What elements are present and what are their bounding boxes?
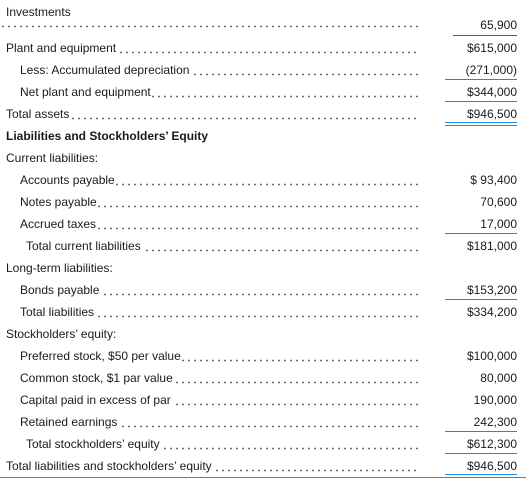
- row-label: Notes payable: [20, 193, 98, 211]
- row-label: Total assets: [6, 105, 71, 123]
- row-total-assets: Total assets $946,500: [0, 105, 526, 126]
- row-label: Long-term liabilities:: [6, 259, 114, 277]
- total-assets-label: Total assets: [6, 105, 71, 123]
- leader-dots: [24, 193, 418, 211]
- row-label: Bonds payable: [20, 281, 101, 299]
- bottom-divider: [0, 477, 526, 478]
- leader-dots: [24, 281, 418, 299]
- total-stockholders-equity-amount: $612,300: [445, 435, 517, 454]
- investments-amount: 65,900: [480, 18, 517, 32]
- capital-paid-amount: 190,000: [473, 393, 517, 407]
- leader-dots: [24, 215, 418, 233]
- row-plant-equipment: Plant and equipment $615,000: [0, 39, 526, 57]
- row-label: Plant and equipment: [6, 39, 118, 57]
- row-total-stockholders-equity: Total stockholders’ equity $612,300: [0, 435, 526, 454]
- row-total-liabilities: Total liabilities $334,200: [0, 303, 526, 321]
- accounts-payable-amount: $ 93,400: [470, 173, 517, 187]
- accrued-taxes-label: Accrued taxes: [20, 215, 98, 233]
- total-liabilities-equity-amount: $946,500: [445, 457, 517, 478]
- row-investments: Investments: [0, 3, 526, 21]
- total-assets-amount: $946,500: [445, 105, 517, 126]
- long-term-liabilities-label: Long-term liabilities:: [6, 259, 114, 277]
- leader-dots: [10, 105, 418, 123]
- accrued-taxes-amount: 17,000: [445, 215, 517, 234]
- row-retained-earnings: Retained earnings 242,300: [0, 413, 526, 432]
- row-accounts-payable: Accounts payable $ 93,400: [0, 171, 526, 189]
- total-liabilities-amount: $334,200: [466, 305, 517, 319]
- net-plant-label: Net plant and equipment: [20, 83, 152, 101]
- notes-payable-label: Notes payable: [20, 193, 98, 211]
- total-stockholders-equity-label: Total stockholders’ equity: [26, 435, 161, 453]
- row-total-liabilities-equity: Total liabilities and stockholders’ equi…: [0, 457, 526, 478]
- row-label: Stockholders’ equity:: [6, 325, 118, 343]
- bonds-payable-amount: $153,200: [445, 281, 517, 300]
- rule-line: [453, 35, 517, 36]
- preferred-stock-label: Preferred stock, $50 per value: [20, 347, 182, 365]
- row-label: Net plant and equipment: [20, 83, 152, 101]
- leader-dots: [24, 413, 418, 431]
- total-liabilities-label: Total liabilities: [20, 303, 96, 321]
- leader-dots: [24, 171, 418, 189]
- row-total-current-liabilities: Total current liabilities $181,000: [0, 237, 526, 255]
- total-liabilities-equity-label: Total liabilities and stockholders’ equi…: [6, 457, 213, 475]
- row-label: Current liabilities:: [6, 149, 100, 167]
- row-current-liabilities-header: Current liabilities:: [0, 149, 526, 167]
- total-current-liabilities-amount: $181,000: [466, 239, 517, 253]
- leader-dots: [0, 25, 420, 29]
- liabilities-equity-heading: Liabilities and Stockholders’ Equity: [6, 127, 210, 145]
- row-label: Investments: [6, 3, 72, 21]
- row-accumulated-depreciation: Less: Accumulated depreciation (271,000): [0, 61, 526, 80]
- capital-paid-label: Capital paid in excess of par: [20, 391, 172, 409]
- total-current-liabilities-label: Total current liabilities: [26, 237, 142, 255]
- leader-dots: [24, 303, 418, 321]
- section-heading: Liabilities and Stockholders’ Equity: [6, 127, 210, 145]
- row-notes-payable: Notes payable 70,600: [0, 193, 526, 211]
- common-stock-label: Common stock, $1 par value: [20, 369, 174, 387]
- net-plant-amount: $344,000: [445, 83, 517, 102]
- plant-equipment-amount: $615,000: [466, 41, 517, 55]
- row-label: Capital paid in excess of par: [20, 391, 172, 409]
- preferred-stock-amount: $100,000: [466, 349, 517, 363]
- row-label: Less: Accumulated depreciation: [20, 61, 191, 79]
- accumulated-depreciation-amount: (271,000): [445, 61, 517, 80]
- retained-earnings-label: Retained earnings: [20, 413, 119, 431]
- current-liabilities-label: Current liabilities:: [6, 149, 100, 167]
- row-investments-amount: 65,900: [0, 16, 526, 34]
- row-label: Accrued taxes: [20, 215, 98, 233]
- plant-equipment-label: Plant and equipment: [6, 39, 118, 57]
- row-capital-paid: Capital paid in excess of par 190,000: [0, 391, 526, 409]
- row-common-stock: Common stock, $1 par value 80,000: [0, 369, 526, 387]
- row-label: Total current liabilities: [26, 237, 142, 255]
- row-long-term-header: Long-term liabilities:: [0, 259, 526, 277]
- row-label: Total stockholders’ equity: [26, 435, 161, 453]
- row-label: Common stock, $1 par value: [20, 369, 174, 387]
- row-accrued-taxes: Accrued taxes 17,000: [0, 215, 526, 234]
- row-label: Accounts payable: [20, 171, 116, 189]
- row-net-plant: Net plant and equipment $344,000: [0, 83, 526, 102]
- row-label: Total liabilities and stockholders’ equi…: [6, 457, 213, 475]
- row-label: Preferred stock, $50 per value: [20, 347, 182, 365]
- stockholders-equity-label: Stockholders’ equity:: [6, 325, 118, 343]
- bonds-payable-label: Bonds payable: [20, 281, 101, 299]
- row-label: Total liabilities: [20, 303, 96, 321]
- row-liabilities-heading: Liabilities and Stockholders’ Equity: [0, 127, 526, 145]
- investments-label: Investments: [6, 3, 72, 21]
- row-stockholders-equity-header: Stockholders’ equity:: [0, 325, 526, 343]
- row-label: Retained earnings: [20, 413, 119, 431]
- accounts-payable-label: Accounts payable: [20, 171, 116, 189]
- retained-earnings-amount: 242,300: [445, 413, 517, 432]
- row-bonds-payable: Bonds payable $153,200: [0, 281, 526, 300]
- notes-payable-amount: 70,600: [480, 195, 517, 209]
- row-preferred-stock: Preferred stock, $50 per value $100,000: [0, 347, 526, 365]
- common-stock-amount: 80,000: [480, 371, 517, 385]
- accumulated-depreciation-label: Less: Accumulated depreciation: [20, 61, 191, 79]
